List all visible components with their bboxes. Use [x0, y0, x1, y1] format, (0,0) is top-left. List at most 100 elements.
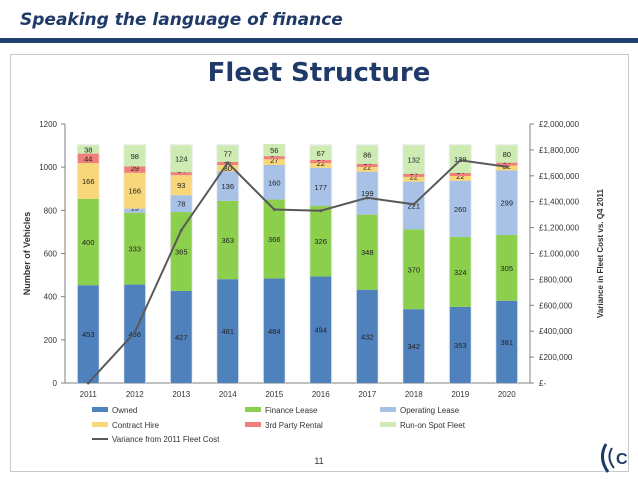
data-label: 453	[82, 330, 95, 339]
y2-tick-label: £1,800,000	[539, 146, 580, 155]
bar-segment	[496, 145, 518, 163]
y2-tick-label: £1,600,000	[539, 172, 580, 181]
data-label: 381	[500, 338, 513, 347]
data-label: 166	[128, 187, 141, 196]
bar-segment	[403, 145, 425, 174]
variance-point	[272, 207, 276, 211]
bar-segment	[449, 236, 471, 307]
data-label: 456	[128, 330, 141, 339]
y2-tick-label: £-	[539, 379, 546, 388]
data-label: 98	[131, 152, 139, 161]
data-label: 77	[224, 150, 232, 159]
legend-swatch	[92, 422, 108, 427]
y-tick-label: 200	[44, 336, 58, 345]
bar-segment	[170, 145, 192, 173]
bar-segment	[170, 195, 192, 213]
x-tick-label: 2011	[80, 390, 98, 399]
bar-segment	[77, 153, 99, 164]
y-tick-label: 0	[53, 379, 58, 388]
data-label: 27	[270, 156, 278, 165]
data-label: 481	[221, 327, 234, 336]
bar-segment	[124, 172, 146, 209]
legend-swatch	[380, 422, 396, 427]
data-label: 38	[84, 145, 92, 154]
svg-text:C: C	[616, 451, 628, 468]
bar-segment	[403, 229, 425, 310]
bar-segment	[263, 159, 285, 166]
header-title: Speaking the language of finance	[20, 10, 343, 30]
data-label: 427	[175, 333, 188, 342]
bar-segment	[403, 176, 425, 182]
x-tick-label: 2012	[126, 390, 144, 399]
data-label: 86	[363, 151, 371, 160]
y2-tick-label: £1,400,000	[539, 198, 580, 207]
bar-segment	[170, 172, 192, 176]
bar-segment	[356, 166, 378, 172]
bar-segment	[263, 278, 285, 383]
variance-point	[179, 228, 183, 232]
x-tick-label: 2018	[405, 390, 423, 399]
variance-point	[365, 196, 369, 200]
data-label: 326	[314, 237, 327, 246]
bar-segment	[449, 180, 471, 237]
x-tick-label: 2015	[265, 390, 283, 399]
legend-swatch	[92, 407, 108, 412]
y-tick-label: 800	[44, 206, 58, 215]
variance-point	[505, 165, 509, 169]
bar-segment	[263, 165, 285, 200]
bar-segment	[496, 234, 518, 301]
data-label: 80	[503, 150, 511, 159]
bar-segment	[310, 167, 332, 207]
y-tick-label: 600	[44, 250, 58, 259]
bar-segment	[310, 145, 332, 161]
slide-title: Fleet Structure	[207, 58, 431, 88]
bar-segment	[356, 163, 378, 167]
bar-segment	[170, 290, 192, 383]
data-label: 432	[361, 332, 374, 341]
bar-segment	[310, 163, 332, 168]
data-label: 494	[314, 326, 327, 335]
legend-swatch	[380, 407, 396, 412]
data-label: 366	[268, 235, 281, 244]
data-label: 67	[317, 149, 325, 158]
bar-segment	[124, 212, 146, 285]
bar-segment	[217, 145, 239, 162]
x-tick-label: 2013	[172, 390, 190, 399]
bar-segment	[217, 165, 239, 172]
bar-segment	[403, 309, 425, 383]
data-label: 324	[454, 268, 467, 277]
legend-label: 3rd Party Rental	[265, 421, 323, 430]
y2-tick-label: £1,200,000	[539, 224, 580, 233]
data-label: 93	[177, 181, 185, 190]
bar-segment	[217, 171, 239, 201]
header-rule	[0, 38, 638, 43]
data-label: 342	[407, 342, 420, 351]
bar-segment	[124, 166, 146, 173]
data-label: 22	[363, 163, 371, 172]
legend-label: Owned	[112, 406, 137, 415]
slide-header: Speaking the language of finance	[0, 0, 638, 43]
data-label: 299	[500, 199, 513, 208]
company-logo-icon: C	[601, 443, 628, 473]
bar-segment	[449, 172, 471, 177]
legend-label: Run-on Spot Fleet	[400, 421, 466, 430]
bar-segment	[124, 145, 146, 167]
data-label: 370	[407, 265, 420, 274]
bar-segment	[496, 170, 518, 235]
data-label: 365	[175, 247, 188, 256]
data-label: 166	[82, 177, 95, 186]
y2-tick-label: £200,000	[539, 353, 573, 362]
legend-swatch	[245, 407, 261, 412]
variance-point	[412, 202, 416, 206]
x-tick-label: 2014	[219, 390, 237, 399]
y2-tick-label: £400,000	[539, 327, 573, 336]
variance-point	[319, 209, 323, 213]
data-label: 400	[82, 238, 95, 247]
bar-segment	[124, 208, 146, 213]
bar-segment	[217, 200, 239, 280]
data-label: 305	[500, 264, 513, 273]
bar-segment	[496, 162, 518, 166]
bar-segment	[356, 145, 378, 164]
bar-segment	[77, 163, 99, 199]
